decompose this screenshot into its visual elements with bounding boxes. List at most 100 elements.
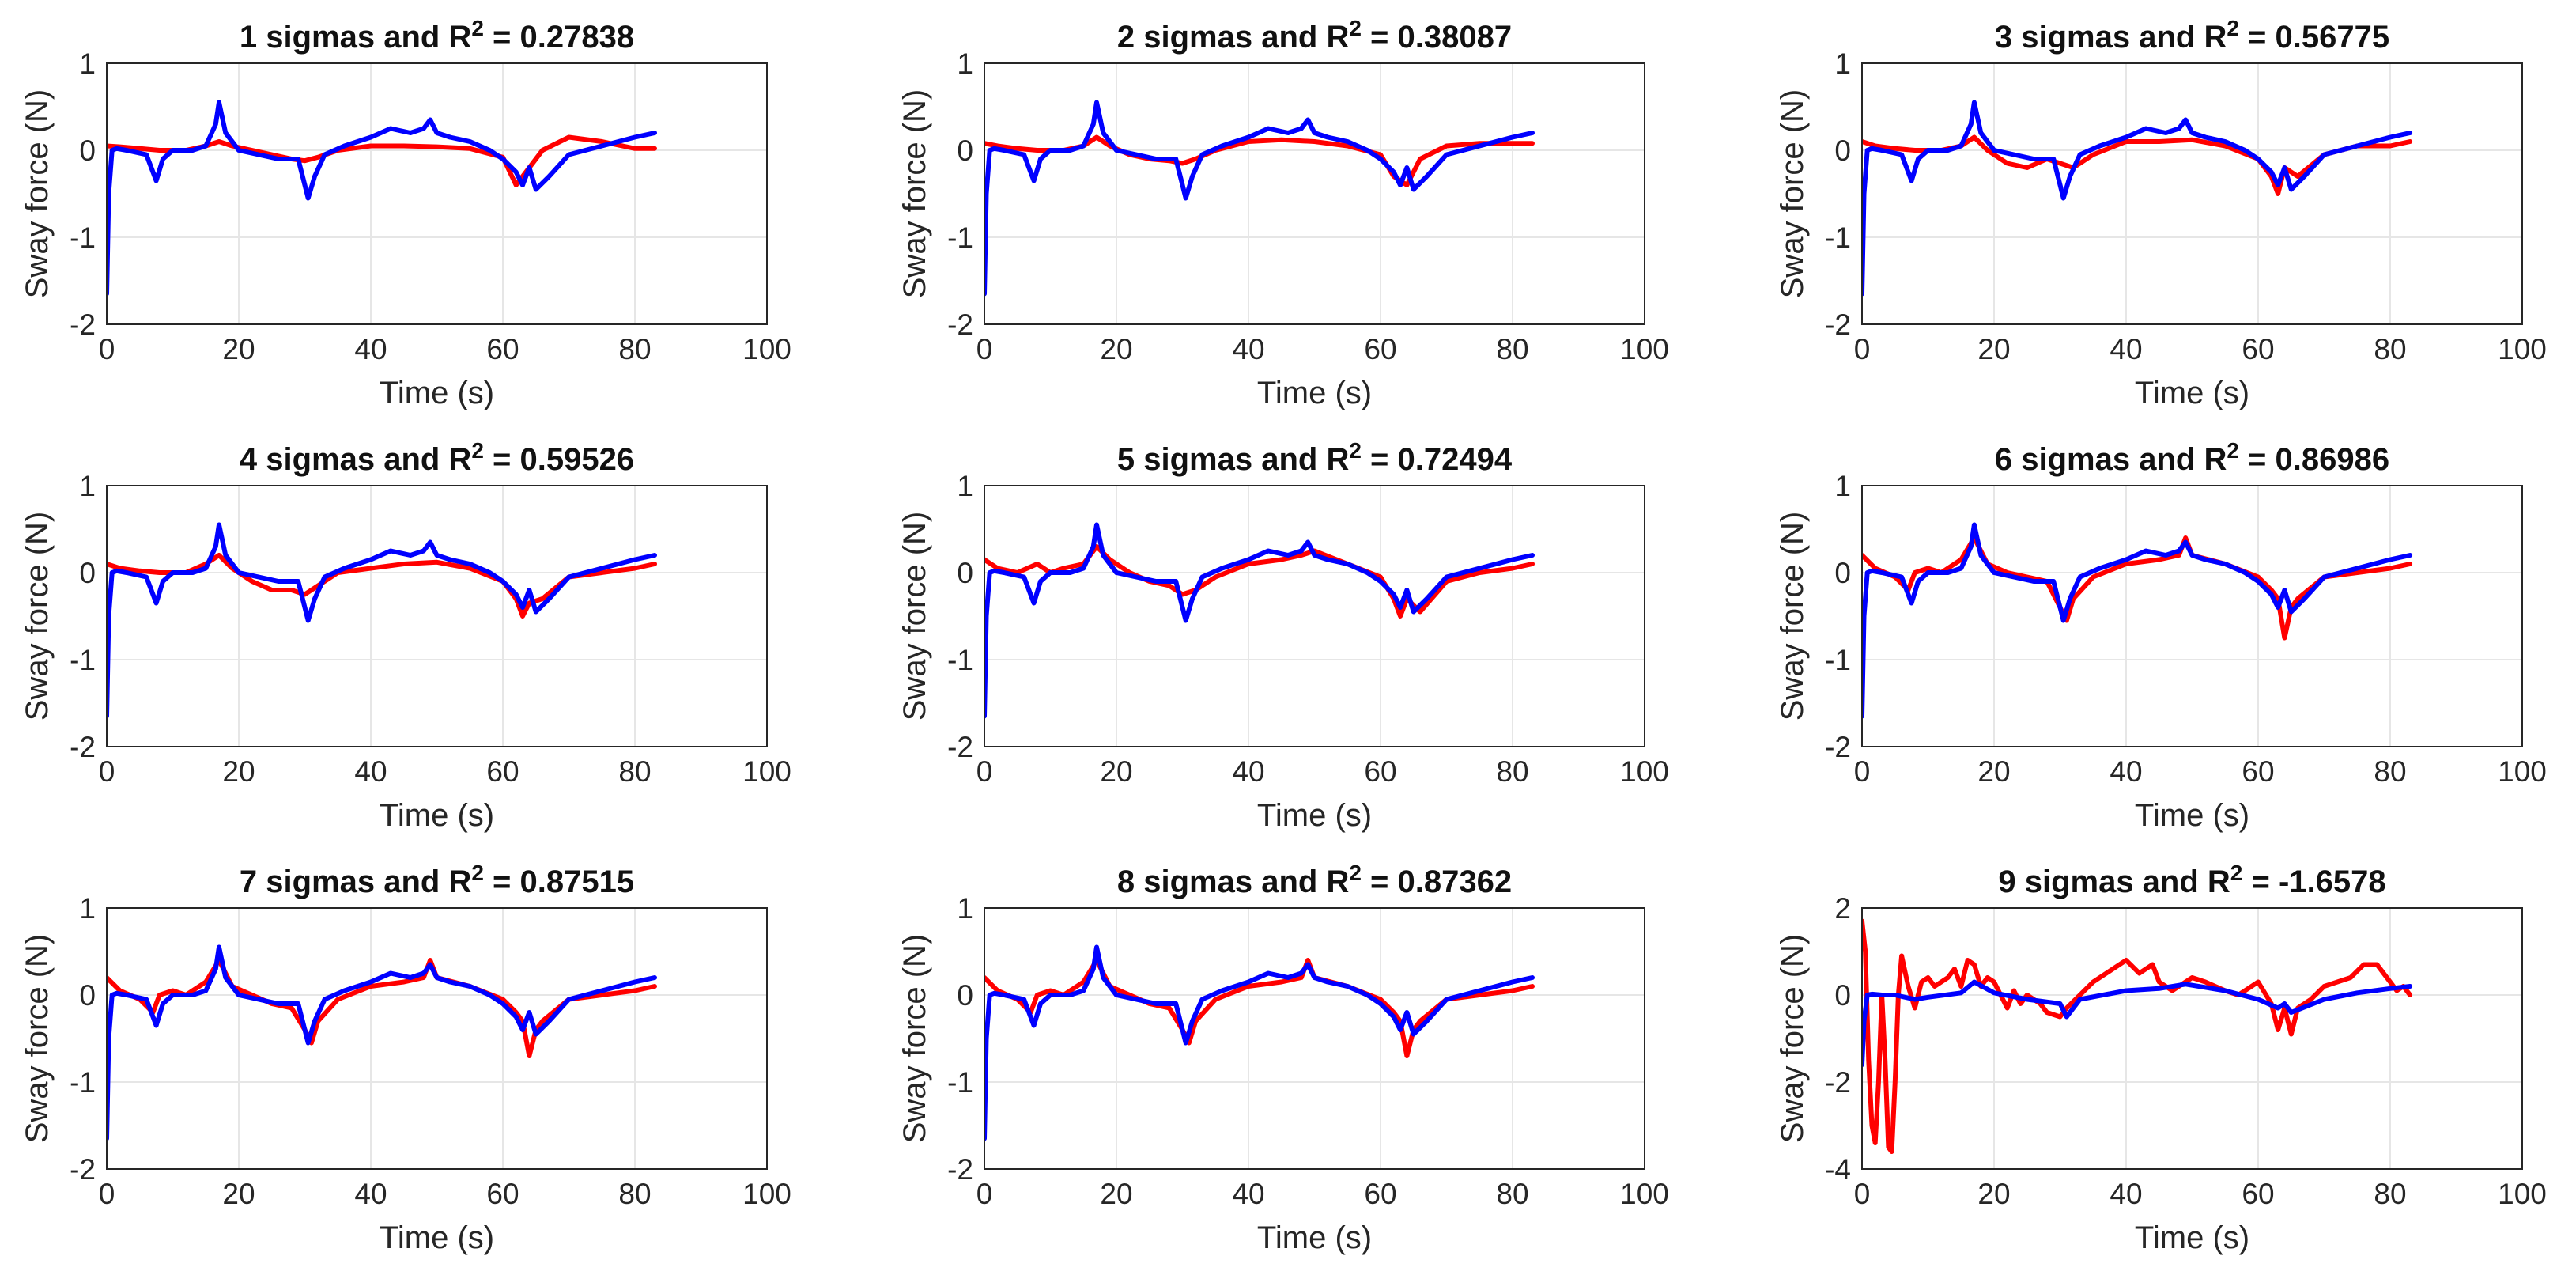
plot-area [106, 485, 768, 747]
series-measured [107, 944, 657, 1141]
subplot-8: 0 20 40 60 80 100 -2 -1 0 1 8 sigmas and R2 = 0.87… [897, 861, 1669, 1256]
x-tick-label: 60 [2242, 333, 2274, 365]
x-tick-label: 60 [486, 333, 519, 365]
y-axis-label: Sway force (N) [20, 512, 55, 721]
x-tick-label: 60 [1364, 755, 1396, 788]
x-axis-label: Time (s) [380, 1220, 494, 1255]
y-axis-label: Sway force (N) [897, 89, 932, 299]
title-superscript: 2 [471, 438, 484, 463]
x-tick-label: 80 [1496, 755, 1528, 788]
title-prefix: 9 sigmas and R [1998, 865, 2230, 899]
y-tick-label: 1 [1834, 47, 1851, 80]
x-tick-label: 0 [1854, 1178, 1871, 1210]
title-value: = 0.87362 [1362, 865, 1512, 899]
chart-title: 7 sigmas and R2 = 0.87515 [240, 861, 634, 900]
x-tick-label: 80 [1496, 1178, 1528, 1210]
y-tick-label: 1 [79, 470, 96, 502]
axes-frame [106, 907, 768, 1170]
x-tick-label: 40 [1232, 755, 1264, 788]
axes-frame [984, 907, 1645, 1170]
x-tick-label: 20 [222, 333, 255, 365]
title-superscript: 2 [471, 861, 484, 885]
x-tick-label: 0 [976, 1178, 993, 1210]
x-tick-label: 80 [618, 755, 651, 788]
chart-title: 2 sigmas and R2 = 0.38087 [1117, 16, 1512, 55]
x-tick-label: 60 [1364, 333, 1396, 365]
x-tick-label: 100 [1620, 333, 1669, 365]
title-value: = 0.56775 [2239, 20, 2389, 55]
plot-area [1861, 485, 2523, 747]
axes-frame [106, 485, 768, 747]
x-tick-label: 20 [1977, 755, 2010, 788]
y-tick-label: 0 [79, 979, 96, 1012]
plot-area [106, 907, 768, 1170]
title-prefix: 8 sigmas and R [1117, 865, 1350, 899]
title-superscript: 2 [2227, 438, 2239, 463]
chart-title: 1 sigmas and R2 = 0.27838 [240, 16, 634, 55]
subplot-5: 0 20 40 60 80 100 -2 -1 0 1 5 sigmas and R2 = 0.72… [897, 438, 1669, 834]
series-measured [1862, 979, 2413, 1067]
axes-frame [1861, 62, 2523, 325]
y-tick-label: -2 [947, 731, 973, 763]
y-tick-label: 0 [79, 134, 96, 167]
chart-title: 5 sigmas and R2 = 0.72494 [1117, 438, 1513, 478]
y-tick-label: 0 [1834, 134, 1851, 167]
x-axis-label: Time (s) [380, 798, 494, 833]
x-tick-label: 20 [1977, 333, 2010, 365]
y-tick-label: -1 [1825, 644, 1851, 676]
y-tick-label: -1 [947, 1066, 973, 1099]
x-tick-label: 100 [2498, 1178, 2547, 1210]
series-model [1862, 535, 2413, 641]
series-model [984, 958, 1535, 1058]
title-prefix: 7 sigmas and R [240, 865, 472, 899]
x-tick-label: 60 [1364, 1178, 1396, 1210]
y-tick-label: -1 [70, 1066, 96, 1099]
y-tick-label: 0 [79, 557, 96, 589]
title-superscript: 2 [1349, 438, 1362, 463]
x-tick-label: 40 [1232, 333, 1264, 365]
axes-frame [1861, 485, 2523, 747]
series-measured [107, 100, 657, 297]
x-tick-label: 40 [1232, 1178, 1264, 1210]
y-tick-label: -1 [70, 644, 96, 676]
axes-frame [984, 485, 1645, 747]
y-tick-label: 0 [957, 979, 973, 1012]
subplot-2: 0 20 40 60 80 100 -2 -1 0 1 2 sigmas and R2 = 0.38… [897, 16, 1669, 411]
x-axis-label: Time (s) [2135, 376, 2249, 410]
y-tick-label: -1 [947, 644, 973, 676]
title-prefix: 1 sigmas and R [240, 20, 472, 55]
x-tick-label: 80 [618, 333, 651, 365]
y-axis-label: Sway force (N) [1775, 89, 1810, 299]
y-axis-label: Sway force (N) [20, 934, 55, 1144]
chart-title: 3 sigmas and R2 = 0.56775 [1995, 16, 2389, 55]
x-tick-label: 80 [1496, 333, 1528, 365]
x-tick-label: 40 [354, 333, 387, 365]
title-prefix: 6 sigmas and R [1995, 442, 2227, 477]
y-tick-label: -1 [1825, 221, 1851, 254]
y-tick-label: -2 [1825, 308, 1851, 341]
chart-title: 9 sigmas and R2 = -1.6578 [1998, 861, 2385, 900]
title-value: = 0.72494 [1362, 442, 1513, 477]
y-tick-label: 2 [1834, 892, 1851, 925]
y-tick-label: 0 [1834, 979, 1851, 1012]
title-value: = 0.59526 [484, 442, 634, 477]
x-tick-label: 40 [2110, 333, 2142, 365]
plot-area [106, 62, 768, 325]
subplot-3: 0 20 40 60 80 100 -2 -1 0 1 3 sigmas and R2 = 0.56… [1775, 16, 2547, 411]
plot-area [1861, 62, 2523, 325]
x-tick-label: 100 [742, 755, 791, 788]
title-superscript: 2 [471, 16, 484, 40]
y-tick-label: 1 [957, 470, 973, 502]
series-measured [984, 944, 1535, 1141]
y-axis-label: Sway force (N) [897, 934, 932, 1144]
series-measured [984, 100, 1535, 297]
series-measured [1862, 100, 2413, 297]
x-tick-label: 20 [1100, 1178, 1132, 1210]
y-tick-label: -2 [70, 308, 96, 341]
title-superscript: 2 [1349, 16, 1362, 40]
y-tick-label: -2 [70, 731, 96, 763]
x-tick-label: 20 [1100, 755, 1132, 788]
y-tick-label: 1 [957, 47, 973, 80]
x-tick-label: 100 [742, 333, 791, 365]
x-tick-label: 20 [1977, 1178, 2010, 1210]
